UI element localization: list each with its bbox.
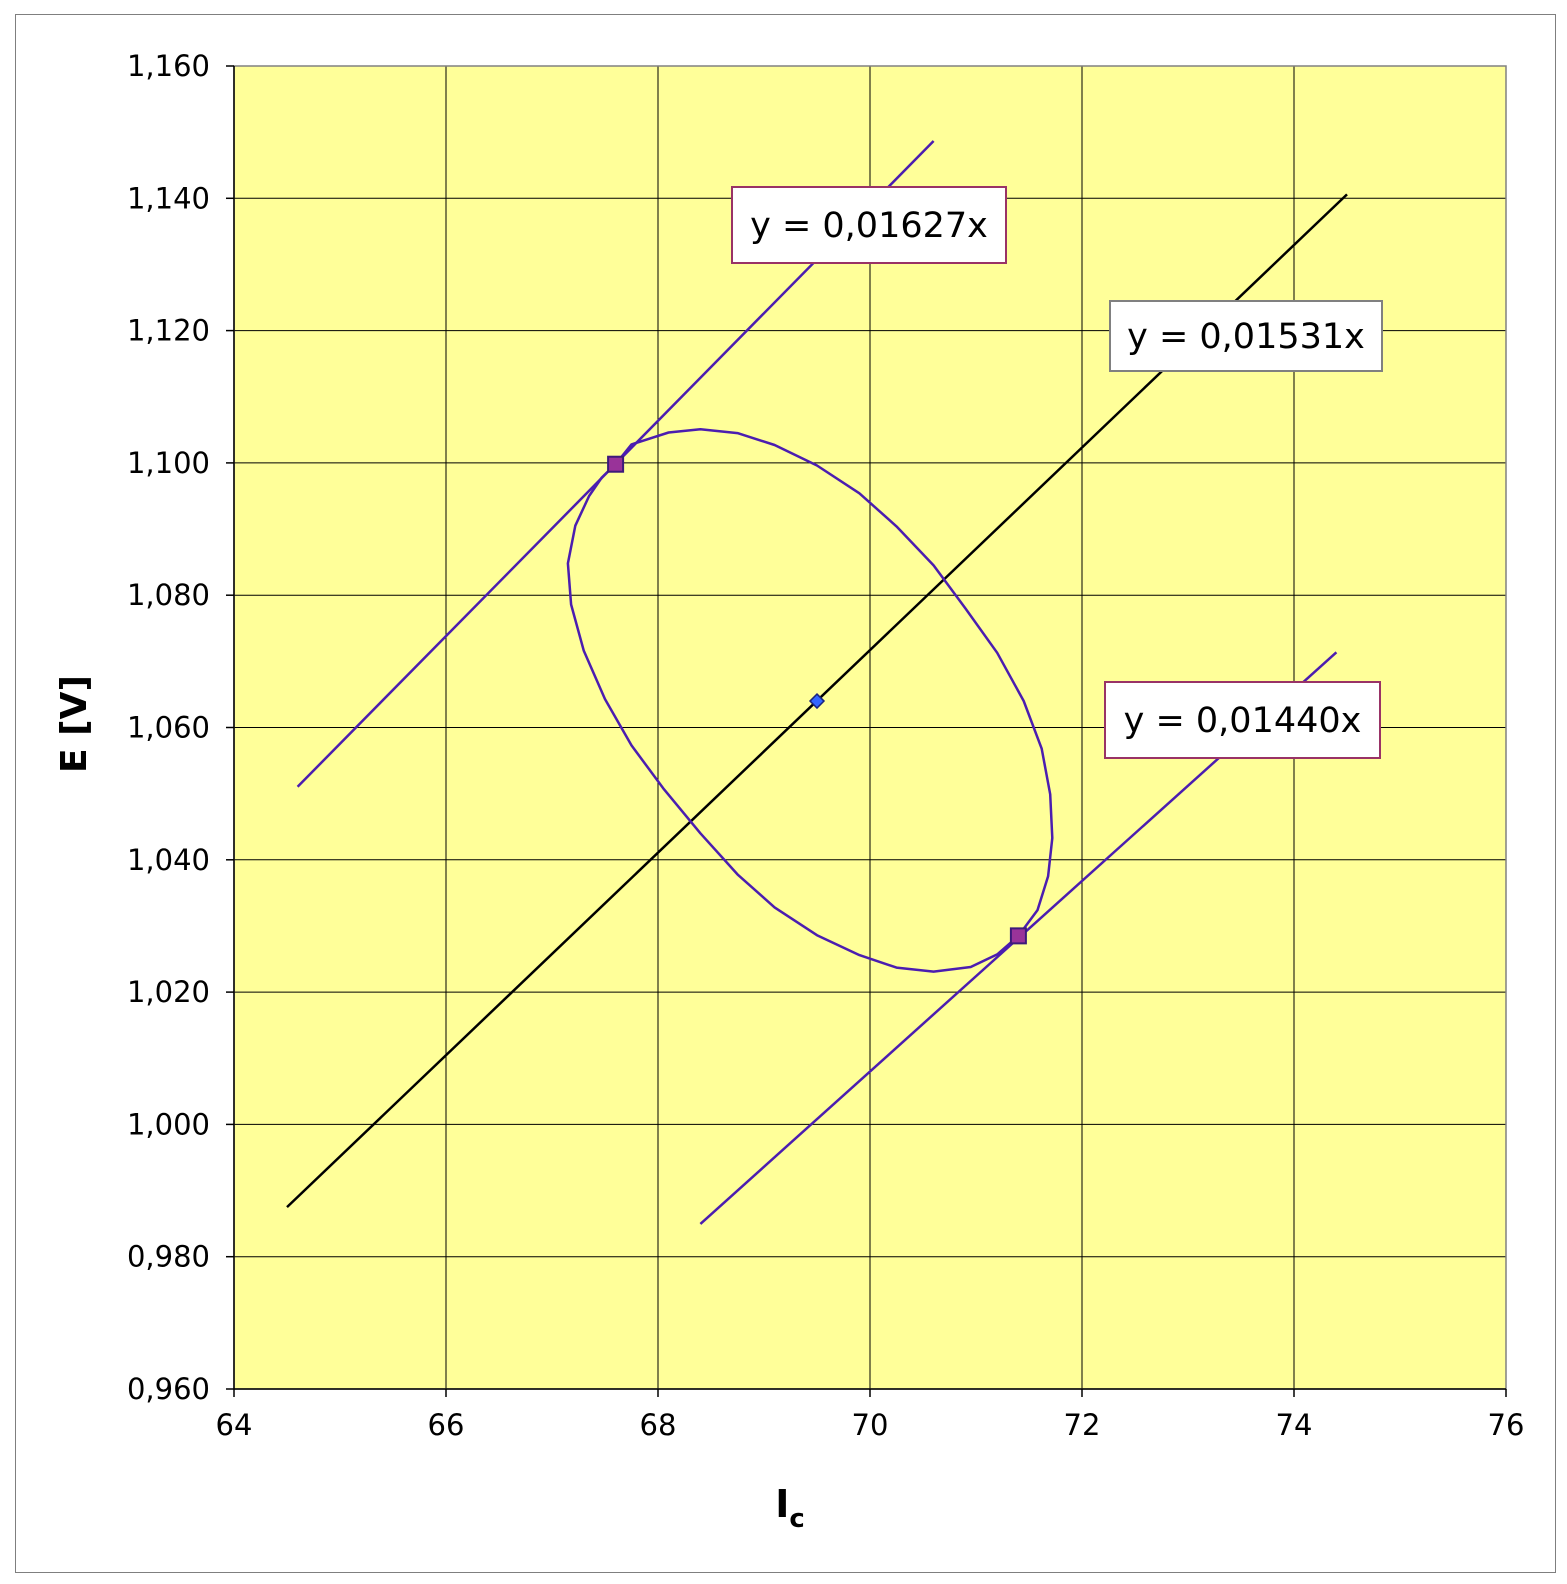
equation-labels: y = 0,01531x y = 0,01627x y = 0,01440x bbox=[731, 186, 1383, 759]
x-axis-title-main: I bbox=[775, 1482, 789, 1526]
equation-label-mid-box bbox=[1109, 300, 1383, 372]
equation-label-upper-text: y = 0,01627x bbox=[750, 206, 988, 246]
gridlines bbox=[233, 65, 1507, 1390]
equation-label-lower-text: y = 0,01440x bbox=[1124, 701, 1362, 741]
y-tick-label-1,120: 1,120 bbox=[127, 314, 210, 348]
y-tick-label-0,980: 0,980 bbox=[127, 1240, 210, 1274]
x-tick-label-70: 70 bbox=[852, 1408, 889, 1442]
x-axis-title-subscript: c bbox=[789, 1504, 804, 1534]
x-tick-label-64: 64 bbox=[216, 1408, 253, 1442]
tick-labels: 64 66 68 70 72 74 76 0,960 0,980 1,000 1,020 1,040 1… bbox=[127, 49, 1524, 1442]
x-axis-title: Ic bbox=[775, 1482, 805, 1534]
x-tick-label-72: 72 bbox=[1064, 1408, 1101, 1442]
y-tick-label-1,040: 1,040 bbox=[127, 843, 210, 877]
series-ellipse bbox=[566, 427, 1054, 973]
y-tick-label-1,060: 1,060 bbox=[127, 711, 210, 745]
axes bbox=[226, 65, 1507, 1397]
equation-label-upper-box bbox=[731, 186, 1007, 264]
y-tick-label-1,160: 1,160 bbox=[127, 49, 210, 83]
x-tick-label-66: 66 bbox=[428, 1408, 465, 1442]
y-tick-label-1,100: 1,100 bbox=[127, 446, 210, 480]
y-tick-label-0,960: 0,960 bbox=[127, 1372, 210, 1406]
y-tick-label-1,140: 1,140 bbox=[127, 181, 210, 215]
y-tick-label-1,020: 1,020 bbox=[127, 975, 210, 1009]
point-square-2 bbox=[1009, 927, 1027, 945]
equation-label-lower-box bbox=[1104, 681, 1381, 759]
x-tick-label-68: 68 bbox=[640, 1408, 677, 1442]
point-square-1 bbox=[607, 455, 625, 473]
x-tick-label-76: 76 bbox=[1488, 1408, 1525, 1442]
equation-label-mid-text: y = 0,01531x bbox=[1127, 317, 1365, 357]
point-diamond-center bbox=[808, 692, 826, 710]
y-axis-title: E [V] bbox=[54, 675, 95, 773]
x-tick-label-74: 74 bbox=[1276, 1408, 1313, 1442]
y-tick-label-1,000: 1,000 bbox=[127, 1107, 210, 1141]
y-tick-label-1,080: 1,080 bbox=[127, 578, 210, 612]
